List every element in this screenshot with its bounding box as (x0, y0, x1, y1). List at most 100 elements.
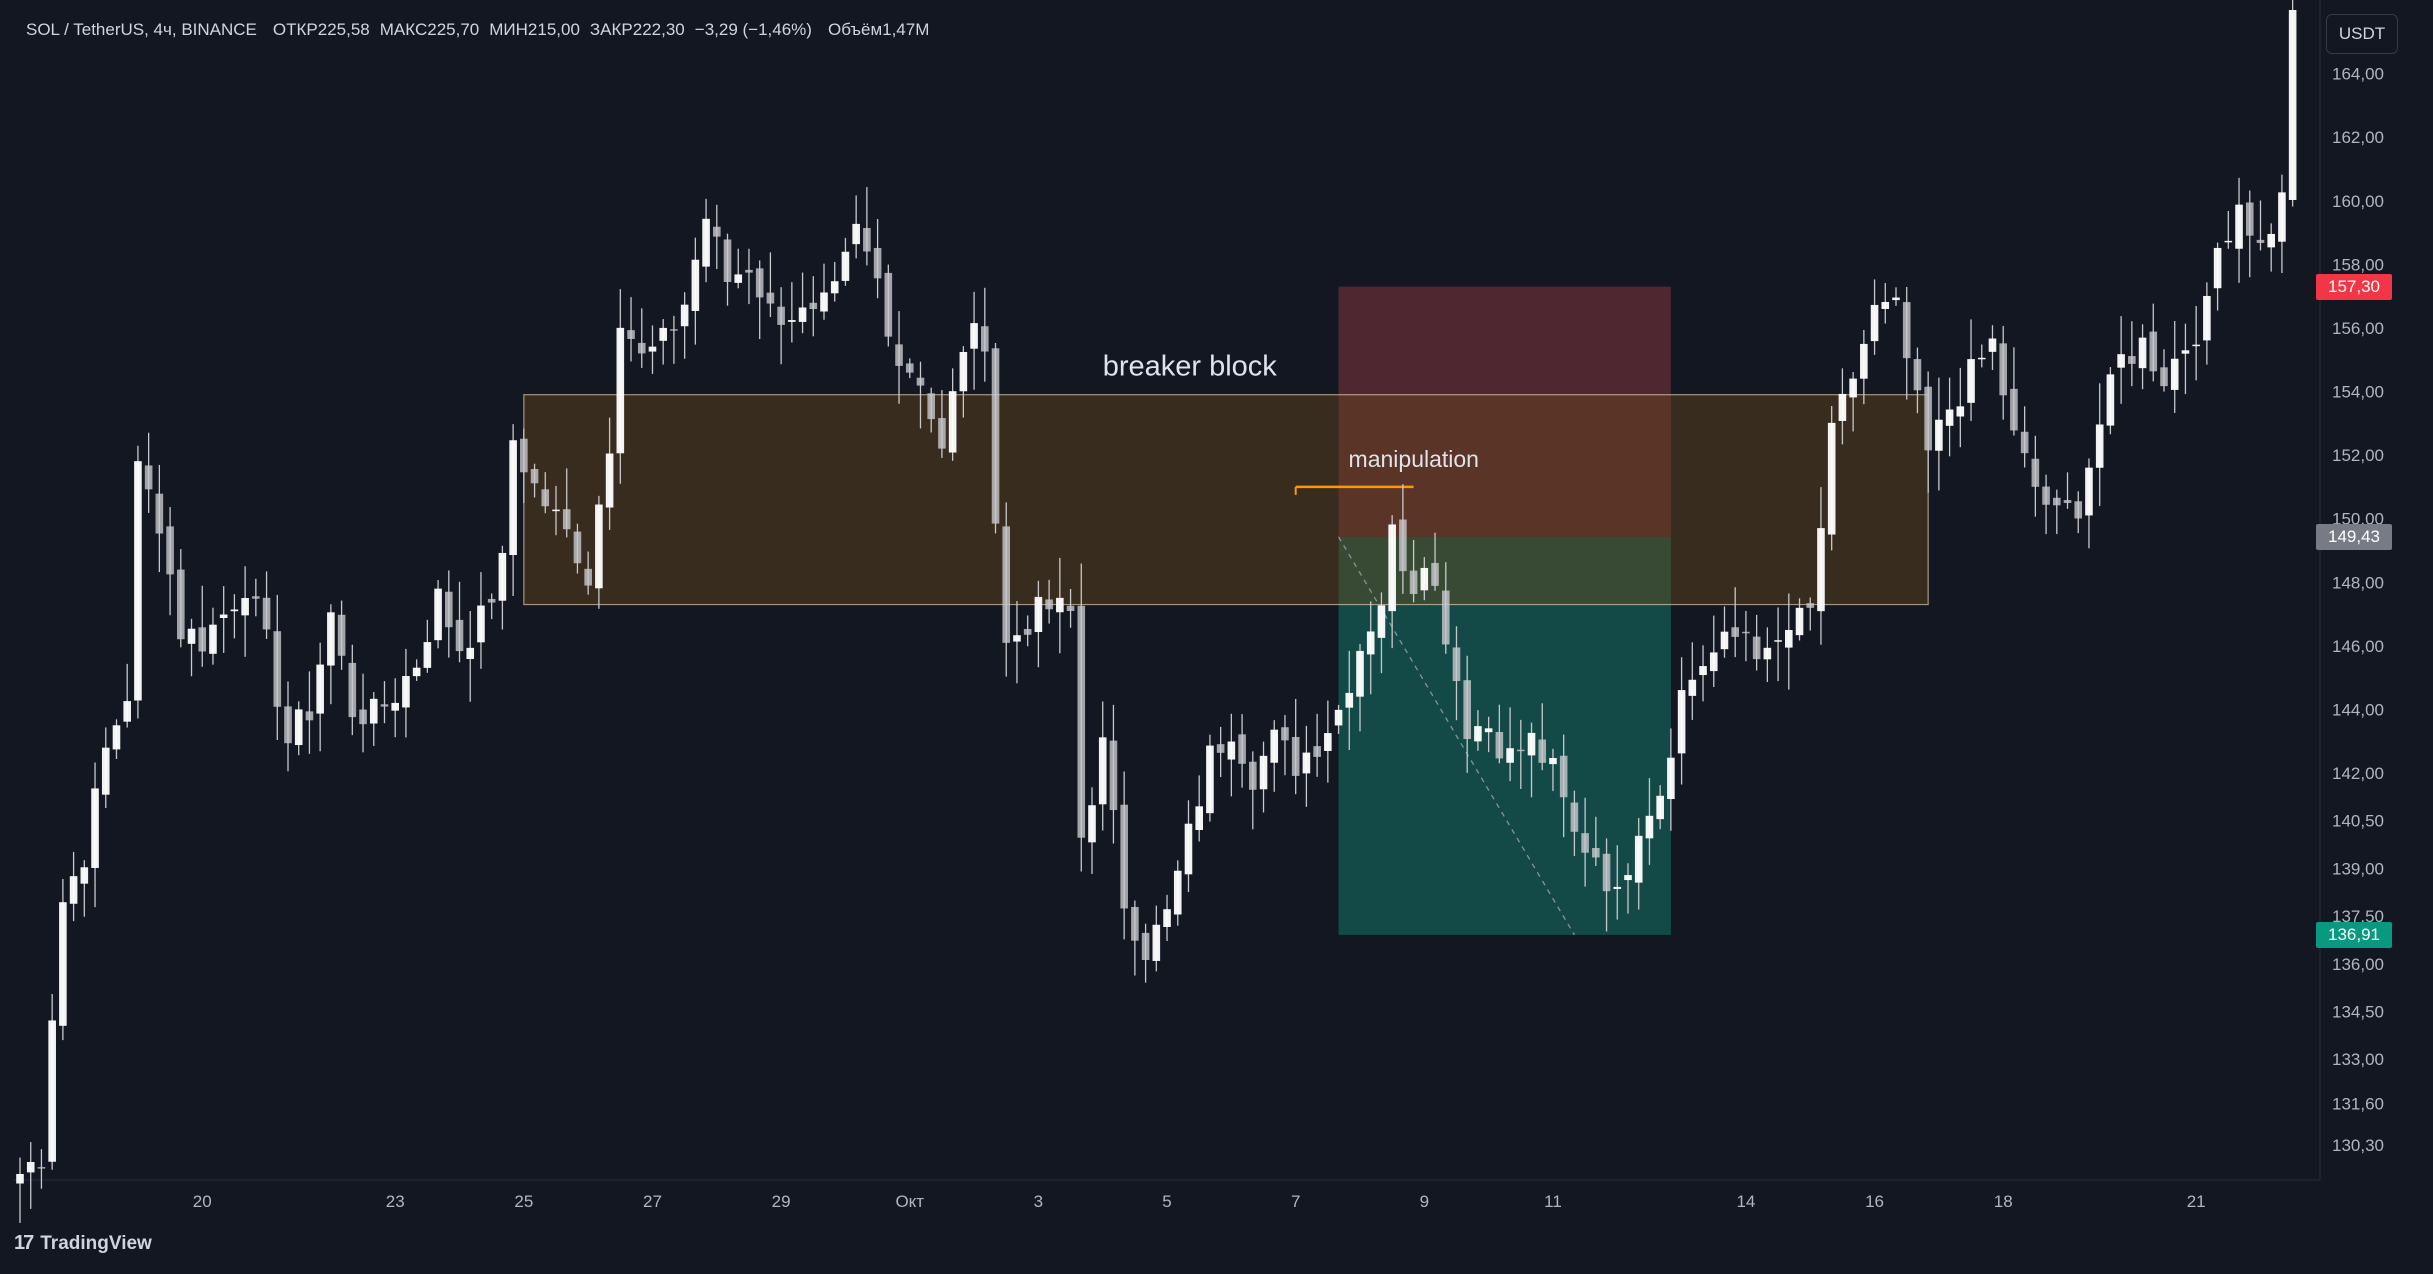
candle (37, 1149, 46, 1189)
candle-body (1495, 731, 1504, 759)
candle-body (1688, 679, 1697, 696)
candle (1366, 601, 1375, 695)
candle (1742, 610, 1750, 662)
candle-body (530, 468, 539, 484)
candle (1388, 515, 1396, 649)
symbol-header: SOL / TetherUS, 4ч, BINANCE ОТКР225,58 М… (26, 20, 929, 40)
candle (1452, 626, 1461, 721)
candle-body (552, 509, 560, 512)
candle (337, 600, 346, 670)
candle-body (112, 725, 121, 750)
candle (1131, 900, 1139, 976)
candle-body (584, 568, 592, 586)
time-axis[interactable]: 20 23 25 27 29 Окт 3 5 7 9 11 14 16 18 21 (193, 1192, 2206, 1211)
candle (1098, 701, 1107, 831)
candle-body (863, 228, 871, 252)
candle-body (134, 461, 142, 701)
candle-body (1806, 603, 1815, 608)
candle-body (1291, 736, 1300, 776)
candle-body (327, 612, 335, 666)
candle (305, 671, 314, 754)
candle-body (1345, 692, 1354, 708)
candle (2106, 367, 2115, 435)
position-stop-zone[interactable] (1338, 286, 1671, 537)
tradingview-brand[interactable]: 17 TradingView (14, 1232, 152, 1255)
candle (723, 233, 732, 306)
candle-body (1667, 757, 1675, 800)
candle-body (187, 628, 196, 644)
price-tick-label: 136,00 (2332, 955, 2384, 974)
candle (884, 264, 893, 347)
candle (616, 289, 625, 484)
candle-body (2128, 356, 2136, 364)
candle (1002, 502, 1011, 677)
candle (1688, 642, 1697, 720)
candle-body (155, 493, 164, 534)
symbol-info[interactable]: SOL / TetherUS, 4ч, BINANCE (26, 20, 257, 39)
candle-body (2224, 240, 2233, 243)
candle-body (1838, 393, 1847, 421)
candle (2235, 177, 2243, 283)
candle-body (1506, 748, 1514, 763)
candle (487, 593, 496, 620)
candle (230, 594, 239, 639)
candle-body (1945, 409, 1954, 426)
candle-body (1377, 605, 1386, 638)
candle (294, 701, 303, 756)
candle (1184, 800, 1193, 893)
candle-body (1270, 729, 1279, 763)
candle (1420, 557, 1429, 601)
currency-button[interactable]: USDT (2326, 14, 2398, 54)
candle-body (391, 702, 399, 711)
candle-body (1034, 596, 1043, 633)
zones-layer (523, 286, 1929, 936)
time-tick-label: 7 (1291, 1192, 1300, 1211)
breaker-block-zone[interactable] (523, 394, 1929, 606)
candle-body (1366, 631, 1375, 655)
time-tick-label: Окт (895, 1192, 924, 1211)
candles-layer (16, 0, 2297, 1223)
open-value: ОТКР225,58 (272, 20, 370, 39)
candle (1152, 905, 1161, 972)
candle (2160, 349, 2168, 392)
candle-body (2278, 192, 2286, 242)
candle-body (1013, 635, 1021, 642)
candle (1259, 741, 1268, 813)
candle-body (101, 747, 110, 795)
candle (144, 432, 153, 513)
candle-body (1184, 823, 1193, 875)
candle (1592, 816, 1600, 866)
candle (80, 860, 89, 917)
candle (2010, 347, 2018, 436)
candle-body (1988, 338, 1997, 352)
candle-body (2256, 239, 2265, 243)
price-tick-label: 154,00 (2332, 383, 2384, 402)
candle-body (1827, 422, 1836, 535)
candle (2278, 174, 2286, 274)
breaker-block-label[interactable]: breaker block (1103, 351, 1278, 383)
candle-body (1570, 802, 1579, 832)
candle-body (2160, 367, 2168, 387)
candle (1999, 325, 2007, 420)
candle (691, 237, 700, 345)
candle (2181, 323, 2190, 395)
candle (123, 663, 131, 728)
candle (648, 325, 657, 374)
price-axis[interactable]: 164,00 162,00 160,00 158,00 156,00 154,00 152,… (2332, 65, 2384, 1155)
candle-body (1559, 755, 1568, 798)
candle-body (1441, 590, 1450, 645)
candle-body (788, 320, 796, 322)
candle (1945, 377, 1954, 457)
manipulation-label[interactable]: manipulation (1349, 446, 1479, 472)
candle (101, 727, 110, 808)
candle-body (1152, 924, 1161, 961)
candle (1881, 283, 1890, 324)
candle-body (1002, 526, 1011, 643)
candle-body (1538, 739, 1547, 763)
candle (1699, 645, 1707, 702)
candle-body (1023, 628, 1032, 635)
price-tag-grey: 149,43 (2316, 523, 2392, 550)
candle (637, 308, 646, 368)
candle (573, 523, 582, 574)
